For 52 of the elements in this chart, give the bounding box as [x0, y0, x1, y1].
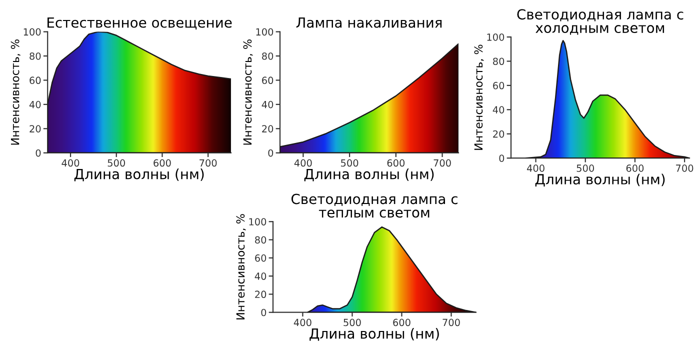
x-tick-label: 500	[344, 318, 361, 326]
y-tick-label: 100	[24, 28, 41, 36]
x-tick-label: 700	[434, 159, 451, 167]
x-tick-label: 400	[294, 318, 312, 326]
y-tick-label: 40	[29, 100, 41, 108]
y-tick-label: 40	[254, 272, 266, 280]
y-tick-label: 100	[249, 218, 266, 226]
y-tick-label: 40	[492, 106, 504, 114]
chart-title: Светодиодная лампа с теплым светом	[291, 194, 458, 218]
y-tick-label: 100	[256, 28, 274, 36]
y-tick-label: 80	[493, 58, 504, 66]
y-tick-label: 20	[493, 130, 504, 138]
y-tick-label: 60	[255, 254, 266, 262]
y-tick-label: 20	[255, 290, 266, 298]
y-tick-label: 60	[30, 76, 41, 84]
chart-title: Светодиодная лампа с холодным светом	[517, 9, 684, 35]
x-tick-label: 500	[576, 164, 594, 172]
y-axis-title: Интенсивность, %	[243, 40, 253, 145]
x-tick-label: 400	[526, 164, 544, 172]
x-axis-title: Длина волны (нм)	[535, 174, 665, 186]
y-axis-title: Интенсивность, %	[474, 44, 484, 150]
x-tick-label: 700	[676, 164, 694, 172]
y-tick-label: 100	[487, 33, 504, 41]
chart-title: Лампа накаливания	[296, 17, 442, 28]
x-tick-label: 500	[341, 159, 358, 167]
x-axis-title: Длина волны (нм)	[310, 328, 439, 341]
x-axis-title: Длина волны (нм)	[74, 168, 204, 182]
x-axis-title: Длина волны (нм)	[304, 168, 434, 182]
x-tick-label: 600	[154, 159, 171, 167]
y-tick-label: 0	[261, 308, 266, 316]
y-tick-label: 80	[255, 236, 266, 244]
y-tick-label: 20	[30, 125, 41, 132]
y-axis-title: Интенсивность, %	[10, 40, 20, 145]
x-tick-label: 700	[200, 159, 217, 167]
y-axis-title: Интенсивность, %	[236, 214, 246, 320]
x-tick-label: 700	[442, 318, 460, 326]
y-tick-label: 0	[499, 154, 504, 162]
y-tick-label: 0	[268, 149, 274, 157]
y-tick-label: 80	[262, 52, 274, 60]
x-tick-label: 400	[294, 159, 312, 167]
y-tick-label: 60	[262, 76, 274, 84]
x-tick-label: 600	[387, 159, 405, 167]
y-tick-label: 0	[36, 149, 41, 157]
x-tick-label: 600	[393, 318, 410, 326]
x-tick-label: 600	[626, 164, 644, 172]
y-tick-label: 20	[262, 125, 274, 132]
y-tick-label: 80	[30, 52, 41, 60]
y-tick-label: 60	[493, 82, 504, 90]
y-tick-label: 40	[262, 100, 274, 108]
x-tick-label: 500	[108, 159, 126, 167]
chart-title: Естественное освещение	[48, 17, 232, 30]
x-tick-label: 400	[62, 159, 80, 167]
